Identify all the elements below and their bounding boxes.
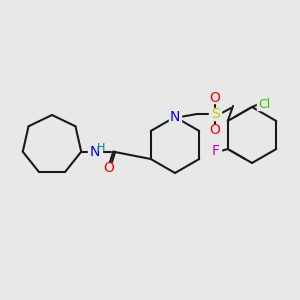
Text: O: O (210, 123, 220, 137)
Text: O: O (103, 161, 114, 175)
Text: O: O (210, 91, 220, 105)
Bar (210, 93, 220, 103)
Bar (209, 108, 221, 120)
Text: S: S (211, 107, 219, 121)
Bar (210, 146, 221, 157)
Text: H: H (97, 143, 105, 153)
Text: N: N (90, 145, 101, 159)
Text: N: N (170, 110, 180, 124)
Text: F: F (212, 144, 220, 158)
Bar (210, 125, 220, 135)
Text: Cl: Cl (258, 98, 270, 110)
Bar (257, 98, 271, 110)
Bar (88, 146, 102, 157)
Bar (103, 163, 113, 173)
Bar (169, 112, 181, 122)
